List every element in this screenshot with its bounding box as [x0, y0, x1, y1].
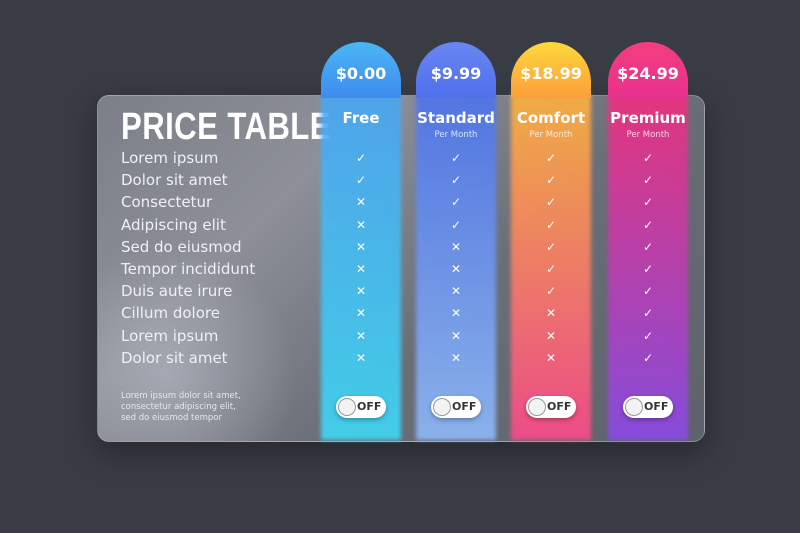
- card: [97, 95, 705, 442]
- check-icon: ✓: [545, 284, 557, 299]
- feature-label: Lorem ipsum: [121, 149, 219, 167]
- plan-name: Comfort: [516, 109, 586, 127]
- toggle-knob: [625, 398, 643, 416]
- check-icon: ✓: [642, 173, 654, 188]
- toggle[interactable]: OFF: [336, 396, 386, 418]
- check-icon: ✓: [642, 151, 654, 165]
- price-pill: $18.99: [511, 42, 591, 98]
- cross-icon: ✕: [450, 262, 462, 276]
- plan-column: [511, 95, 591, 440]
- cross-icon: ✕: [355, 262, 367, 276]
- plan-name: Standard: [417, 109, 495, 127]
- cross-icon: ✕: [545, 328, 557, 343]
- check-icon: ✓: [355, 151, 367, 165]
- price-pill: $24.99: [608, 42, 688, 98]
- cross-icon: ✕: [355, 350, 367, 365]
- plan-subtitle: Per Month: [626, 130, 670, 140]
- plan-column: [416, 95, 496, 440]
- check-icon: ✓: [642, 195, 654, 210]
- feature-label: Duis aute irure: [121, 282, 233, 301]
- title: PRICE TABLE: [121, 106, 331, 148]
- feature-label: Adipiscing elit: [121, 215, 226, 234]
- check-icon: ✓: [642, 217, 654, 232]
- cross-icon: ✕: [355, 217, 367, 232]
- cross-icon: ✕: [450, 306, 462, 321]
- check-icon: ✓: [545, 151, 557, 165]
- price-pill: $0.00: [321, 42, 401, 98]
- feature-label: Cillum dolore: [121, 304, 220, 323]
- plan-name: Free: [342, 109, 380, 127]
- cross-icon: ✕: [450, 328, 462, 343]
- cross-icon: ✕: [355, 306, 367, 321]
- toggle-label: OFF: [452, 400, 477, 413]
- check-icon: ✓: [642, 350, 654, 365]
- check-icon: ✓: [450, 217, 462, 232]
- feature-label: Tempor incididunt: [121, 260, 256, 278]
- cross-icon: ✕: [545, 350, 557, 365]
- feature-label: Sed do eiusmod: [121, 237, 242, 256]
- cross-icon: ✕: [450, 239, 462, 254]
- check-icon: ✓: [450, 151, 462, 165]
- toggle-label: OFF: [547, 400, 572, 413]
- cross-icon: ✕: [355, 239, 367, 254]
- cross-icon: ✕: [355, 328, 367, 343]
- price-pill: $9.99: [416, 42, 496, 98]
- check-icon: ✓: [642, 284, 654, 299]
- feature-label: Lorem ipsum: [121, 326, 219, 345]
- check-icon: ✓: [545, 239, 557, 254]
- toggle-knob: [338, 398, 356, 416]
- check-icon: ✓: [642, 328, 654, 343]
- feature-label: Dolor sit amet: [121, 171, 228, 190]
- toggle-label: OFF: [357, 400, 382, 413]
- plan-column: [608, 95, 688, 440]
- plan-subtitle: Per Month: [529, 130, 573, 140]
- check-icon: ✓: [450, 173, 462, 188]
- cross-icon: ✕: [545, 306, 557, 321]
- check-icon: ✓: [642, 239, 654, 254]
- toggle-knob: [528, 398, 546, 416]
- toggle[interactable]: OFF: [526, 396, 576, 418]
- check-icon: ✓: [545, 195, 557, 210]
- footer-text: consectetur adipiscing elit,: [121, 402, 236, 412]
- plan-subtitle: Per Month: [434, 130, 478, 140]
- plan-name: Premium: [610, 109, 686, 127]
- toggle[interactable]: OFF: [623, 396, 673, 418]
- toggle-label: OFF: [644, 400, 669, 413]
- footer-text: Lorem ipsum dolor sit amet,: [121, 391, 241, 401]
- check-icon: ✓: [545, 173, 557, 188]
- check-icon: ✓: [642, 306, 654, 321]
- footer-text: sed do eiusmod tempor: [121, 413, 222, 423]
- feature-label: Dolor sit amet: [121, 348, 228, 367]
- toggle-knob: [433, 398, 451, 416]
- cross-icon: ✕: [450, 350, 462, 365]
- check-icon: ✓: [642, 262, 654, 276]
- check-icon: ✓: [450, 195, 462, 210]
- cross-icon: ✕: [355, 195, 367, 210]
- feature-label: Consectetur: [121, 193, 213, 212]
- check-icon: ✓: [545, 217, 557, 232]
- cross-icon: ✕: [355, 284, 367, 299]
- check-icon: ✓: [355, 173, 367, 188]
- toggle[interactable]: OFF: [431, 396, 481, 418]
- cross-icon: ✕: [450, 284, 462, 299]
- plan-column: [321, 95, 401, 440]
- check-icon: ✓: [545, 262, 557, 276]
